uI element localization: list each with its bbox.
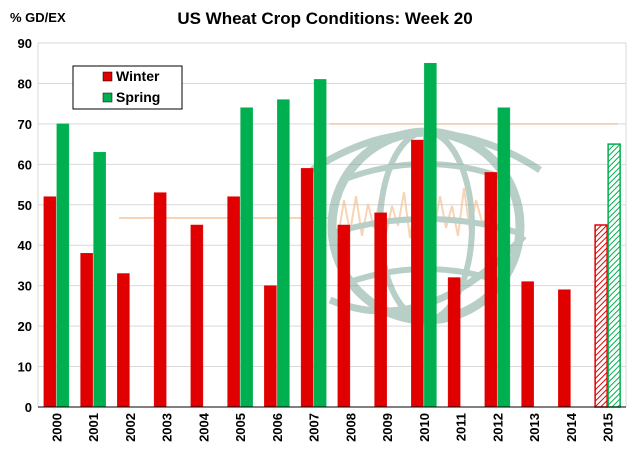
- x-tick-label: 2009: [380, 413, 395, 442]
- legend: Winter Spring: [72, 65, 183, 110]
- bar-winter-2001: [80, 253, 93, 408]
- bar-winter-2011: [447, 277, 461, 408]
- chart-title: US Wheat Crop Conditions: Week 20: [177, 9, 472, 28]
- bar-winter-2004: [190, 224, 204, 408]
- x-tick-label: 2001: [86, 413, 101, 442]
- bar-winter-2006: [264, 285, 277, 408]
- x-tick-label: 2014: [564, 412, 579, 442]
- y-tick-label: 60: [18, 157, 32, 172]
- x-tick-label: 2005: [233, 413, 248, 442]
- x-tick-label: 2004: [196, 412, 211, 442]
- legend-label-spring: Spring: [116, 89, 160, 105]
- bar-winter-2010: [411, 139, 424, 408]
- legend-label-winter: Winter: [116, 68, 160, 84]
- bar-winter-2002: [117, 273, 130, 408]
- bar-spring-2012: [497, 107, 511, 408]
- bar-spring-2015: [607, 143, 621, 408]
- x-tick-label: 2002: [123, 413, 138, 442]
- bar-winter-2000: [43, 196, 57, 408]
- y-tick-label: 40: [18, 238, 32, 253]
- bar-spring-2010: [424, 62, 437, 408]
- y-tick-label: 30: [18, 279, 32, 294]
- x-tick-label: 2003: [160, 413, 175, 442]
- bar-winter-2013: [521, 281, 534, 408]
- bar-winter-2008: [337, 224, 351, 408]
- y-tick-label: 80: [18, 76, 32, 91]
- x-tick-label: 2012: [490, 413, 505, 442]
- y-tick-label: 90: [18, 36, 32, 51]
- y-tick-label: 0: [25, 400, 32, 415]
- x-tick-label: 2008: [343, 413, 358, 442]
- bar-spring-2006: [277, 99, 290, 408]
- bar-winter-2015: [594, 224, 608, 408]
- x-tick-label: 2013: [527, 413, 542, 442]
- bar-winter-2005: [227, 196, 240, 408]
- y-tick-label: 20: [18, 319, 32, 334]
- bar-spring-2005: [240, 107, 253, 408]
- x-tick-label: 2010: [417, 413, 432, 442]
- y-tick-label: 70: [18, 117, 32, 132]
- bar-spring-2007: [313, 79, 327, 408]
- y-axis-label: % GD/EX: [10, 10, 66, 25]
- legend-box: [72, 65, 183, 110]
- bar-winter-2007: [300, 168, 314, 408]
- x-tick-label: 2000: [49, 413, 64, 442]
- x-tick-label: 2011: [454, 413, 469, 441]
- legend-swatch-winter: [102, 71, 113, 82]
- bar-winter-2014: [558, 289, 571, 408]
- bar-winter-2003: [153, 192, 167, 408]
- x-tick-label: 2015: [601, 413, 616, 442]
- legend-swatch-spring: [102, 92, 113, 103]
- bar-winter-2012: [484, 172, 498, 408]
- bar-winter-2009: [374, 212, 387, 408]
- y-tick-label: 10: [18, 360, 32, 375]
- bar-spring-2001: [93, 151, 106, 408]
- x-tick-label: 2007: [307, 413, 322, 442]
- x-tick-label: 2006: [270, 413, 285, 442]
- y-tick-label: 50: [18, 198, 32, 213]
- bar-spring-2000: [56, 123, 70, 408]
